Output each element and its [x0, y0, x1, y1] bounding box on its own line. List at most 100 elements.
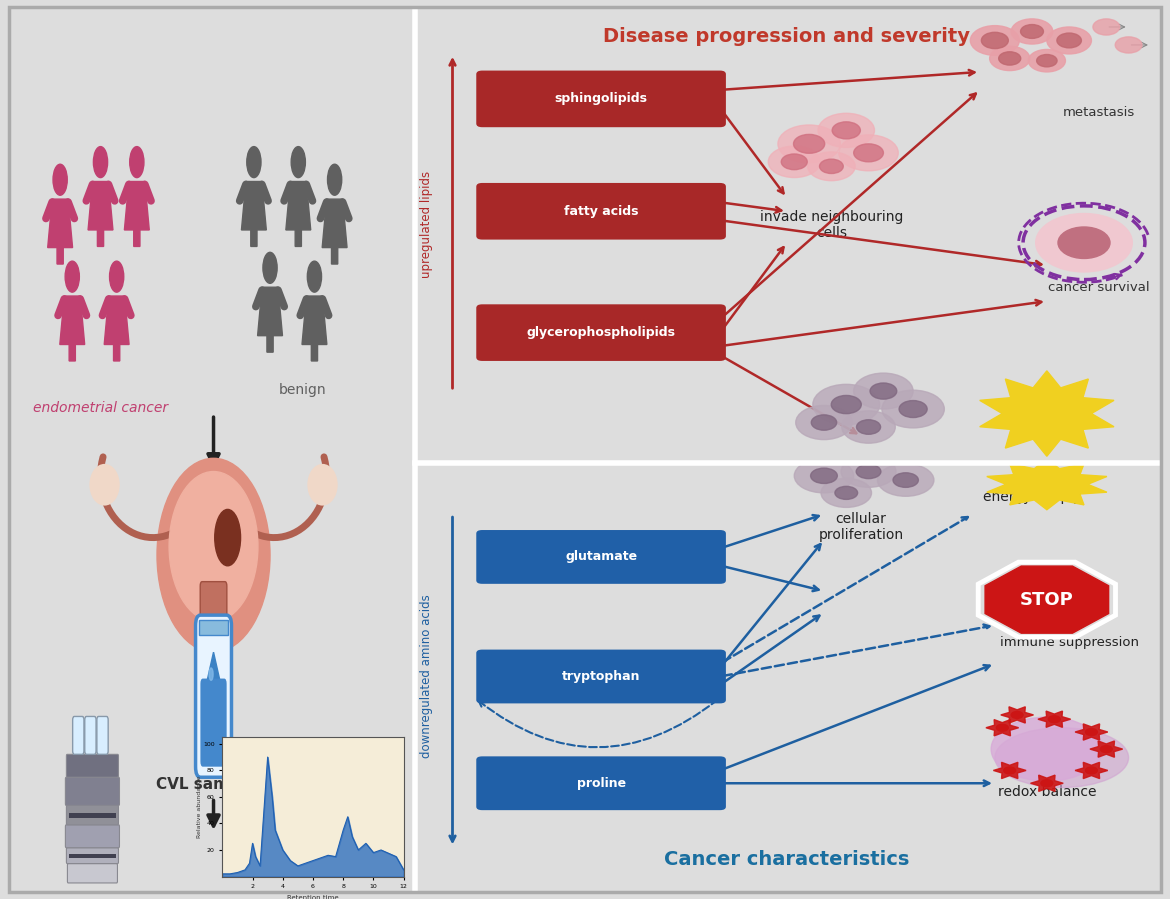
Circle shape — [970, 25, 1019, 55]
Circle shape — [1020, 24, 1044, 39]
Text: invade neighbouring
cells: invade neighbouring cells — [759, 209, 903, 240]
Ellipse shape — [157, 458, 270, 652]
Polygon shape — [1075, 762, 1108, 779]
Circle shape — [807, 152, 855, 181]
Circle shape — [856, 420, 881, 434]
Polygon shape — [60, 296, 84, 361]
FancyBboxPatch shape — [66, 778, 119, 806]
Circle shape — [778, 125, 840, 163]
Polygon shape — [986, 719, 1019, 736]
Circle shape — [793, 134, 825, 153]
FancyBboxPatch shape — [476, 756, 725, 810]
Bar — [69, 854, 116, 859]
Ellipse shape — [170, 471, 257, 621]
Circle shape — [990, 46, 1030, 70]
Circle shape — [811, 414, 837, 431]
Circle shape — [66, 261, 80, 292]
Circle shape — [856, 465, 881, 478]
Circle shape — [796, 405, 852, 440]
Text: immune suppression: immune suppression — [999, 636, 1138, 649]
Circle shape — [982, 32, 1009, 49]
Polygon shape — [124, 182, 150, 246]
Text: tryptophan: tryptophan — [562, 670, 640, 683]
Polygon shape — [104, 296, 129, 361]
Text: glutamate: glutamate — [565, 550, 638, 564]
Text: Disease progression and severity: Disease progression and severity — [604, 27, 970, 46]
Polygon shape — [302, 296, 326, 361]
Circle shape — [899, 401, 927, 417]
Circle shape — [130, 147, 144, 178]
Text: fatty acids: fatty acids — [564, 205, 639, 218]
FancyBboxPatch shape — [200, 582, 227, 656]
Ellipse shape — [994, 728, 1129, 788]
Circle shape — [821, 478, 872, 507]
Circle shape — [854, 144, 883, 162]
Y-axis label: Relative abundance: Relative abundance — [197, 776, 201, 838]
Circle shape — [831, 396, 861, 414]
Circle shape — [247, 147, 261, 178]
FancyBboxPatch shape — [68, 864, 117, 883]
FancyBboxPatch shape — [73, 717, 84, 754]
Circle shape — [835, 486, 858, 500]
Polygon shape — [285, 182, 311, 246]
Polygon shape — [322, 199, 347, 264]
Text: cancer survival: cancer survival — [1048, 281, 1150, 294]
Circle shape — [882, 390, 944, 428]
Circle shape — [215, 510, 241, 565]
Ellipse shape — [90, 465, 118, 504]
Circle shape — [1058, 227, 1110, 259]
Text: cellular
proliferation: cellular proliferation — [819, 512, 903, 542]
FancyBboxPatch shape — [67, 848, 118, 864]
Polygon shape — [1075, 724, 1108, 740]
Circle shape — [94, 147, 108, 178]
Circle shape — [878, 464, 934, 496]
X-axis label: Retention time: Retention time — [287, 895, 339, 899]
FancyBboxPatch shape — [67, 754, 118, 778]
FancyBboxPatch shape — [476, 650, 725, 703]
Circle shape — [893, 473, 918, 487]
FancyBboxPatch shape — [66, 824, 119, 848]
Circle shape — [308, 261, 322, 292]
Bar — [69, 813, 116, 818]
Circle shape — [1028, 49, 1066, 72]
Circle shape — [811, 468, 838, 484]
Polygon shape — [88, 182, 113, 246]
Circle shape — [1086, 767, 1097, 774]
Circle shape — [870, 383, 896, 399]
FancyBboxPatch shape — [84, 717, 96, 754]
Text: energy supply: energy supply — [983, 490, 1081, 504]
Ellipse shape — [309, 465, 337, 504]
Circle shape — [997, 725, 1009, 731]
Text: CVL sampling: CVL sampling — [156, 777, 271, 792]
Circle shape — [1048, 716, 1060, 723]
Text: STOP: STOP — [1020, 591, 1074, 609]
Text: upregulated lipids: upregulated lipids — [420, 171, 433, 279]
Circle shape — [818, 113, 874, 147]
Text: proline: proline — [577, 777, 626, 789]
FancyBboxPatch shape — [195, 615, 232, 778]
FancyBboxPatch shape — [476, 71, 725, 127]
Circle shape — [1004, 767, 1016, 774]
Bar — [199, 620, 228, 635]
Text: glycerophospholipids: glycerophospholipids — [526, 326, 675, 339]
Polygon shape — [257, 287, 282, 352]
Text: endometrial cancer: endometrial cancer — [33, 401, 168, 415]
Circle shape — [813, 385, 880, 425]
Text: metastasis: metastasis — [1062, 106, 1135, 119]
Circle shape — [839, 135, 899, 171]
Circle shape — [854, 373, 913, 409]
Text: sphingolipids: sphingolipids — [555, 93, 647, 105]
Circle shape — [1035, 214, 1133, 271]
Circle shape — [1011, 711, 1023, 718]
FancyBboxPatch shape — [476, 530, 725, 583]
Text: downregulated amino acids: downregulated amino acids — [420, 594, 433, 759]
Circle shape — [991, 717, 1102, 781]
Polygon shape — [1038, 711, 1071, 727]
Circle shape — [794, 458, 854, 493]
Circle shape — [328, 165, 342, 195]
Circle shape — [1100, 745, 1113, 752]
Circle shape — [1041, 779, 1053, 787]
Circle shape — [769, 146, 820, 177]
Circle shape — [1057, 33, 1081, 48]
Circle shape — [1115, 37, 1142, 53]
